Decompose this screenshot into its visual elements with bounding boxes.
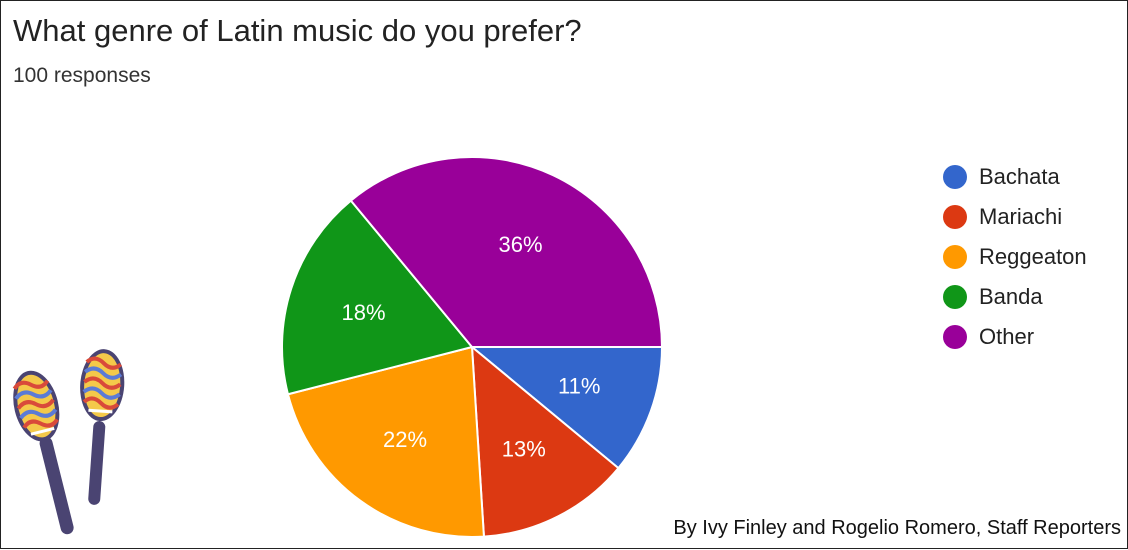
chart-title: What genre of Latin music do you prefer? — [13, 13, 582, 48]
legend-label: Bachata — [979, 164, 1060, 189]
legend-label: Mariachi — [979, 204, 1063, 229]
legend-swatch — [943, 205, 967, 229]
pie-slice-bachata — [469, 346, 664, 470]
response-count: 100 responses — [13, 64, 151, 87]
legend-item-bachata: Bachata — [943, 157, 1087, 197]
legend-item-reggeaton: Reggeaton — [943, 237, 1087, 277]
pie-slice-banda — [281, 199, 474, 396]
legend-label: Banda — [979, 284, 1043, 309]
legend-label: Reggeaton — [979, 244, 1087, 269]
pie-slice-reggeaton — [286, 345, 485, 538]
pie-slice-other — [349, 156, 664, 348]
legend-item-other: Other — [943, 317, 1087, 357]
legend-swatch — [943, 245, 967, 269]
chart-legend: Bachata Mariachi Reggeaton Banda Other — [943, 157, 1087, 357]
slice-label-other: 36% — [499, 232, 543, 257]
maracas-icon — [12, 349, 125, 535]
legend-label: Other — [979, 324, 1035, 349]
legend-item-mariachi: Mariachi — [943, 197, 1087, 237]
legend-swatch — [943, 325, 967, 349]
slice-label-banda: 18% — [342, 300, 386, 325]
legend-item-banda: Banda — [943, 277, 1087, 317]
legend-swatch — [943, 285, 967, 309]
slice-label-reggeaton: 22% — [383, 427, 427, 452]
byline: By Ivy Finley and Rogelio Romero, Staff … — [673, 517, 1121, 539]
slice-label-bachata: 11% — [558, 374, 600, 399]
slice-label-mariachi: 13% — [502, 437, 546, 462]
legend-swatch — [943, 165, 967, 189]
pie-slice-mariachi — [470, 344, 620, 538]
